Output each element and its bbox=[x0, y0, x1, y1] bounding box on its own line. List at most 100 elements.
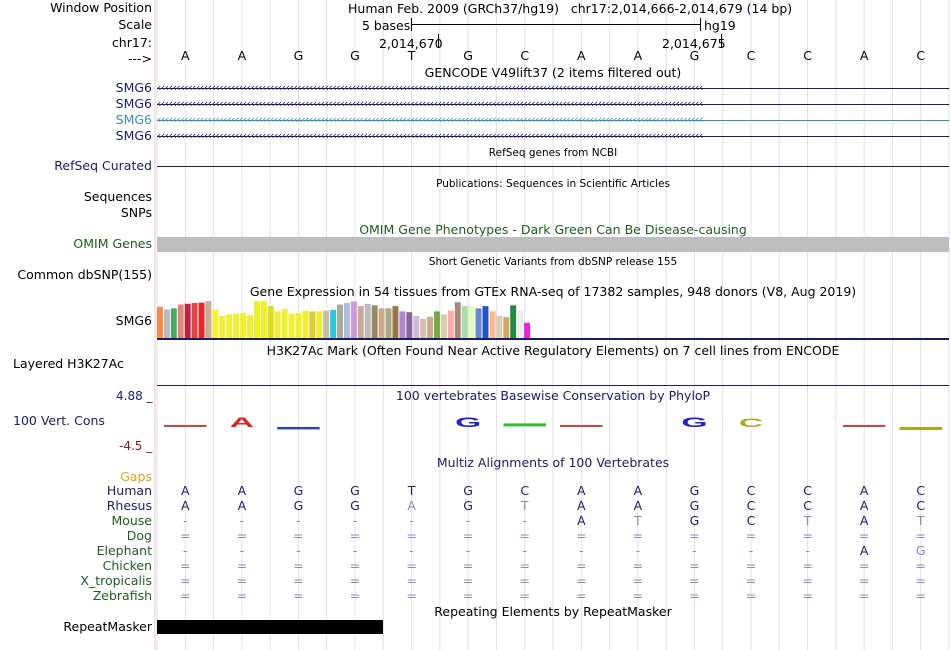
sequence-base: A bbox=[859, 48, 869, 63]
gtex-tissue-bar bbox=[524, 322, 530, 338]
gtex-bar-chart[interactable] bbox=[157, 300, 557, 338]
gtex-label[interactable]: SMG6 bbox=[115, 313, 152, 328]
gtex-tissue-bar bbox=[434, 311, 440, 338]
multiz-species-label[interactable]: Rhesus bbox=[106, 498, 152, 513]
multiz-base: G bbox=[463, 498, 473, 513]
multiz-base: - bbox=[522, 543, 527, 558]
gencode-item-label[interactable]: SMG6 bbox=[115, 96, 152, 111]
multiz-species-label[interactable]: X_tropicalis bbox=[80, 573, 152, 588]
ruler-tick-label-1: 2,014,670 bbox=[379, 36, 443, 51]
gtex-tissue-bar bbox=[489, 311, 496, 338]
multiz-gaps-label[interactable]: Gaps bbox=[120, 469, 152, 484]
h3k27ac-label[interactable]: Layered H3K27Ac bbox=[13, 356, 124, 371]
gtex-tissue-bar bbox=[198, 302, 205, 338]
gtex-track-title[interactable]: Gene Expression in 54 tissues from GTEx … bbox=[249, 284, 857, 299]
dbsnp-track-title[interactable]: Short Genetic Variants from dbSNP releas… bbox=[428, 256, 678, 268]
rmsk-label[interactable]: RepeatMasker bbox=[63, 619, 152, 634]
scale-bar-left-tick bbox=[411, 18, 412, 31]
gencode-track-title[interactable]: GENCODE V49lift37 (2 items filtered out) bbox=[424, 65, 682, 80]
gtex-tissue-bar bbox=[350, 301, 357, 338]
phylop-base-glyph: C bbox=[739, 417, 763, 430]
multiz-species-label[interactable]: Mouse bbox=[111, 513, 152, 528]
h3k27ac-baseline bbox=[157, 385, 949, 386]
multiz-base: C bbox=[746, 483, 756, 498]
multiz-base: = bbox=[293, 528, 304, 543]
gencode-transcript[interactable]: ‹‹‹‹‹‹‹‹‹‹‹‹‹‹‹‹‹‹‹‹‹‹‹‹‹‹‹‹‹‹‹‹‹‹‹‹‹‹‹‹… bbox=[157, 113, 949, 127]
omim-gene-bar[interactable] bbox=[157, 237, 949, 252]
omim-track-title[interactable]: OMIM Gene Phenotypes - Dark Green Can Be… bbox=[359, 222, 747, 237]
gtex-tissue-bar bbox=[468, 306, 475, 338]
sequences-label[interactable]: Sequences bbox=[83, 189, 152, 204]
gencode-item-label[interactable]: SMG6 bbox=[115, 112, 152, 127]
gtex-tissue-bar bbox=[219, 315, 226, 338]
rmsk-element-bar[interactable] bbox=[157, 620, 383, 634]
multiz-base: = bbox=[236, 588, 248, 603]
multiz-base: - bbox=[183, 543, 188, 558]
multiz-base: = bbox=[406, 588, 417, 603]
multiz-species-label[interactable]: Zebrafish bbox=[92, 588, 152, 603]
phylop-base-glyph: A bbox=[230, 415, 254, 430]
multiz-base: A bbox=[577, 498, 586, 513]
sequence-base: C bbox=[746, 48, 756, 63]
multiz-base: A bbox=[577, 513, 586, 528]
gencode-item-label[interactable]: SMG6 bbox=[115, 80, 152, 95]
multiz-species-label[interactable]: Human bbox=[106, 483, 152, 498]
refseq-track-title[interactable]: RefSeq genes from NCBI bbox=[488, 147, 618, 159]
phylop-score-mark bbox=[899, 427, 942, 430]
omim-label[interactable]: OMIM Genes bbox=[73, 236, 152, 251]
multiz-species-label[interactable]: Chicken bbox=[102, 558, 152, 573]
multiz-base: = bbox=[689, 573, 700, 588]
multiz-base: G bbox=[350, 498, 360, 513]
multiz-base: = bbox=[915, 528, 926, 543]
gencode-item-label[interactable]: SMG6 bbox=[115, 128, 152, 143]
sequence-base: A bbox=[237, 48, 247, 63]
multiz-base: = bbox=[293, 588, 304, 603]
phylop-track-title[interactable]: 100 vertebrates Basewise Conservation by… bbox=[395, 388, 711, 403]
multiz-species-label[interactable]: Elephant bbox=[96, 543, 152, 558]
dbsnp-label[interactable]: Common dbSNP(155) bbox=[17, 267, 152, 282]
multiz-base: = bbox=[462, 528, 474, 543]
multiz-base: C bbox=[746, 513, 756, 528]
sequence-base: A bbox=[181, 48, 190, 63]
gtex-tissue-bar bbox=[427, 316, 434, 338]
gtex-tissue-bar bbox=[191, 303, 198, 338]
gencode-transcript[interactable]: ‹‹‹‹‹‹‹‹‹‹‹‹‹‹‹‹‹‹‹‹‹‹‹‹‹‹‹‹‹‹‹‹‹‹‹‹‹‹‹‹… bbox=[157, 129, 949, 143]
rmsk-track-title[interactable]: Repeating Elements by RepeatMasker bbox=[434, 604, 672, 619]
gtex-tissue-bar bbox=[170, 308, 177, 338]
gtex-tissue-bar bbox=[447, 310, 454, 338]
gtex-tissue-bar bbox=[177, 304, 184, 338]
refseq-gene-line[interactable] bbox=[157, 166, 949, 167]
multiz-base: = bbox=[858, 588, 870, 603]
assembly-label: hg19 bbox=[704, 18, 736, 33]
multiz-base: = bbox=[632, 558, 644, 573]
multiz-base: G bbox=[915, 543, 926, 558]
gtex-tissue-bar bbox=[295, 312, 302, 338]
multiz-species-label[interactable]: Dog bbox=[126, 528, 152, 543]
multiz-base: = bbox=[406, 573, 417, 588]
gencode-transcript[interactable]: ‹‹‹‹‹‹‹‹‹‹‹‹‹‹‹‹‹‹‹‹‹‹‹‹‹‹‹‹‹‹‹‹‹‹‹‹‹‹‹‹… bbox=[157, 81, 949, 95]
strand-arrows-icon: ‹‹‹‹‹‹‹‹‹‹‹‹‹‹‹‹‹‹‹‹‹‹‹‹‹‹‹‹‹‹‹‹‹‹‹‹‹‹‹‹… bbox=[157, 113, 703, 126]
phylop-max-value: 4.88 _ bbox=[116, 389, 153, 403]
refseq-label[interactable]: RefSeq Curated bbox=[54, 158, 152, 173]
multiz-base: - bbox=[409, 543, 414, 558]
multiz-base: = bbox=[180, 588, 191, 603]
scale-text: 5 bases bbox=[362, 18, 411, 33]
phylop-label[interactable]: 100 Vert. Cons bbox=[13, 413, 105, 428]
multiz-base: G bbox=[350, 483, 360, 498]
multiz-base: = bbox=[406, 558, 417, 573]
multiz-track-title[interactable]: Multiz Alignments of 100 Vertebrates bbox=[436, 455, 670, 470]
strand-label: ---> bbox=[127, 51, 152, 66]
gtex-tissue-bar bbox=[482, 306, 489, 338]
multiz-base: = bbox=[632, 588, 644, 603]
gtex-tissue-bar bbox=[461, 306, 468, 338]
multiz-base: - bbox=[692, 543, 697, 558]
strand-arrows-icon: ‹‹‹‹‹‹‹‹‹‹‹‹‹‹‹‹‹‹‹‹‹‹‹‹‹‹‹‹‹‹‹‹‹‹‹‹‹‹‹‹… bbox=[157, 129, 703, 142]
snps-label[interactable]: SNPs bbox=[120, 205, 152, 220]
transcript-line bbox=[157, 136, 949, 137]
multiz-base: - bbox=[239, 513, 245, 528]
multiz-base: = bbox=[745, 528, 757, 543]
gencode-transcript[interactable]: ‹‹‹‹‹‹‹‹‹‹‹‹‹‹‹‹‹‹‹‹‹‹‹‹‹‹‹‹‹‹‹‹‹‹‹‹‹‹‹‹… bbox=[157, 97, 949, 111]
publications-track-title[interactable]: Publications: Sequences in Scientific Ar… bbox=[436, 178, 670, 190]
h3k27ac-track-title[interactable]: H3K27Ac Mark (Often Found Near Active Re… bbox=[266, 343, 840, 358]
